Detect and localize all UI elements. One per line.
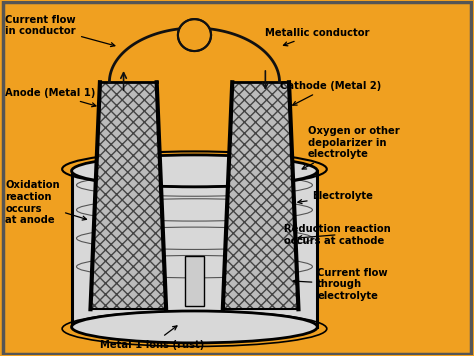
Text: Reduction reaction
occurs at cathode: Reduction reaction occurs at cathode bbox=[284, 224, 391, 246]
Text: Current flow
in conductor: Current flow in conductor bbox=[5, 15, 115, 47]
Text: Cathode (Metal 2): Cathode (Metal 2) bbox=[280, 81, 381, 105]
Polygon shape bbox=[223, 82, 299, 309]
Text: Metal 1 ions (rust): Metal 1 ions (rust) bbox=[100, 326, 204, 350]
Text: Oxidation
reaction
occurs
at anode: Oxidation reaction occurs at anode bbox=[5, 180, 86, 225]
Text: Electrolyte: Electrolyte bbox=[298, 191, 374, 204]
Polygon shape bbox=[91, 82, 166, 309]
Ellipse shape bbox=[72, 155, 318, 187]
Text: Anode (Metal 1): Anode (Metal 1) bbox=[5, 88, 96, 107]
Polygon shape bbox=[185, 256, 204, 306]
Text: Current flow
through
electrolyte: Current flow through electrolyte bbox=[293, 268, 388, 301]
Text: Metallic conductor: Metallic conductor bbox=[265, 28, 370, 46]
Polygon shape bbox=[178, 19, 211, 51]
Polygon shape bbox=[72, 171, 318, 327]
Text: Oxygen or other
depolarizer in
electrolyte: Oxygen or other depolarizer in electroly… bbox=[302, 126, 400, 169]
Ellipse shape bbox=[72, 311, 318, 343]
